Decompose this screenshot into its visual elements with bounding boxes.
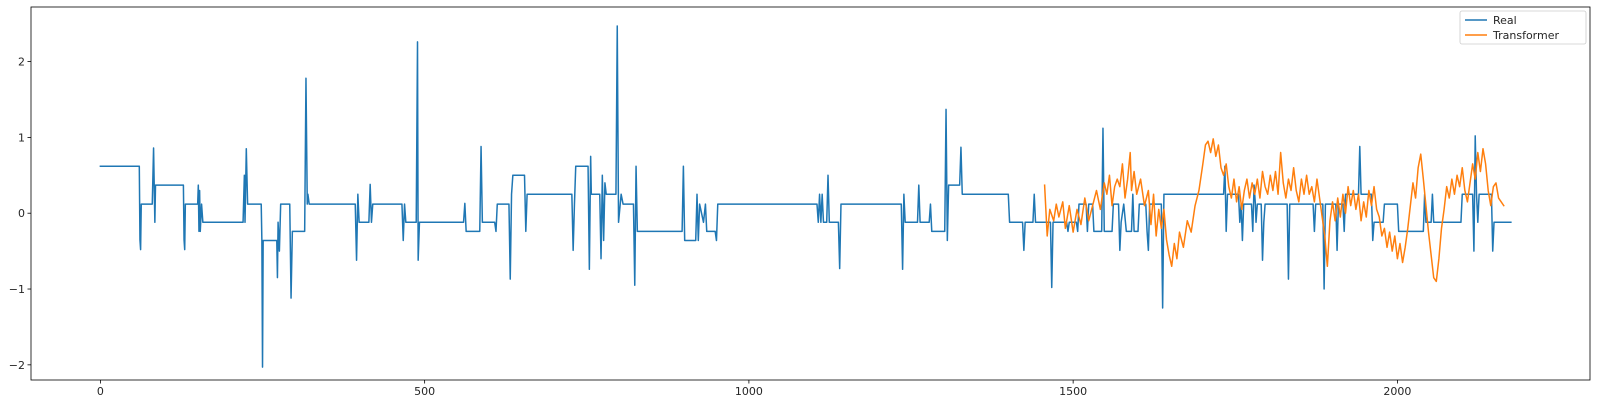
y-tick-label: −2 bbox=[9, 359, 25, 372]
x-tick-label: 0 bbox=[97, 385, 104, 398]
x-tick-label: 1000 bbox=[735, 385, 763, 398]
legend-label-real: Real bbox=[1493, 14, 1517, 27]
legend: Real Transformer bbox=[1459, 10, 1587, 45]
plot-area bbox=[99, 25, 1512, 368]
y-tick-label: 1 bbox=[18, 131, 25, 144]
x-tick-label: 500 bbox=[414, 385, 435, 398]
series-line-transformer bbox=[1043, 138, 1505, 283]
y-tick-label: 2 bbox=[18, 56, 25, 69]
legend-box bbox=[1459, 10, 1587, 45]
y-tick-label: 0 bbox=[18, 207, 25, 220]
legend-label-transformer: Transformer bbox=[1492, 29, 1559, 42]
x-tick-label: 2000 bbox=[1383, 385, 1411, 398]
series-line-real bbox=[99, 25, 1512, 368]
y-tick-label: −1 bbox=[9, 283, 25, 296]
x-axis: 0 500 1000 1500 2000 bbox=[97, 380, 1411, 398]
axes-frame bbox=[30, 6, 1591, 381]
x-tick-label: 1500 bbox=[1059, 385, 1087, 398]
y-axis: −2 −1 0 1 2 bbox=[9, 56, 31, 372]
